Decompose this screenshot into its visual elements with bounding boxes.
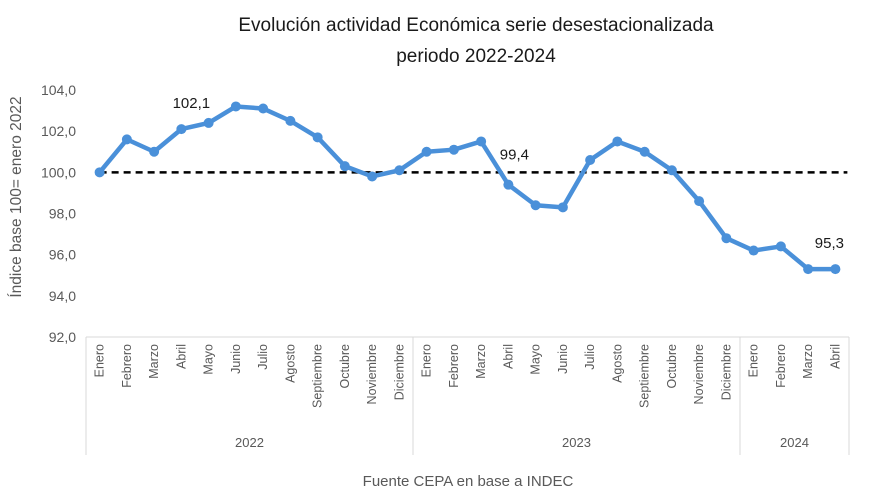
x-tick-label: Marzo	[474, 344, 488, 379]
x-tick-label: Junio	[556, 344, 570, 374]
series-line	[97, 104, 838, 272]
year-group-label: 2024	[780, 435, 809, 450]
x-tick-label: Febrero	[447, 344, 461, 388]
x-tick-label: Noviembre	[365, 344, 379, 404]
y-tick-label: 98,0	[49, 206, 76, 222]
data-point	[258, 103, 269, 114]
data-point	[830, 264, 841, 275]
data-point	[476, 136, 487, 147]
data-point	[530, 200, 541, 211]
x-tick-label: Mayo	[529, 344, 543, 375]
data-point	[775, 241, 786, 252]
x-tick-label: Febrero	[120, 344, 134, 388]
data-point	[585, 154, 596, 165]
x-axis-frame	[85, 336, 850, 455]
x-tick-label: Abril	[828, 344, 842, 369]
x-tick-label: Febrero	[774, 344, 788, 388]
data-point	[230, 101, 241, 112]
data-point	[803, 264, 814, 275]
data-point	[748, 245, 759, 256]
chart-subtitle: periodo 2022-2024	[396, 46, 556, 67]
x-tick-label: Marzo	[147, 344, 161, 379]
x-tick-label: Diciembre	[392, 344, 406, 400]
x-axis-year-groups: 2022 2023 2024	[235, 435, 809, 450]
data-label: 95,3	[815, 235, 844, 252]
series-group	[94, 101, 841, 275]
data-point	[612, 136, 623, 147]
x-tick-label: Agosto	[610, 344, 624, 383]
data-point	[421, 146, 432, 157]
x-tick-label: Abril	[501, 344, 515, 369]
data-point	[503, 179, 514, 190]
x-tick-label: Octubre	[665, 344, 679, 389]
data-point	[312, 132, 323, 143]
y-axis-ticks: 92,0 94,0 96,0 98,0 100,0 102,0 104,0	[41, 82, 76, 345]
data-point	[448, 144, 459, 155]
x-tick-label: Mayo	[202, 344, 216, 375]
data-point	[285, 115, 296, 126]
x-tick-label: Septiembre	[311, 344, 325, 408]
data-labels: 102,1 99,4 95,3	[173, 95, 844, 252]
x-tick-label: Julio	[256, 344, 270, 370]
x-tick-label: Enero	[420, 344, 434, 377]
x-tick-label: Diciembre	[719, 344, 733, 400]
data-point	[639, 146, 650, 157]
y-tick-label: 102,0	[41, 123, 76, 139]
x-tick-label: Marzo	[801, 344, 815, 379]
x-tick-label: Noviembre	[692, 344, 706, 404]
data-point	[121, 134, 132, 145]
x-tick-label: Enero	[747, 344, 761, 377]
data-point	[721, 233, 732, 244]
year-group-label: 2023	[562, 435, 591, 450]
data-point	[176, 124, 187, 135]
data-point	[94, 167, 105, 178]
data-point	[694, 196, 705, 207]
data-label: 102,1	[173, 95, 211, 112]
x-tick-label: Junio	[229, 344, 243, 374]
x-tick-label: Abril	[174, 344, 188, 369]
x-tick-label: Octubre	[338, 344, 352, 389]
data-point	[367, 171, 378, 182]
chart-title: Evolución actividad Económica serie dese…	[238, 15, 714, 36]
data-label: 99,4	[500, 147, 529, 164]
x-tick-label: Agosto	[283, 344, 297, 383]
x-tick-label: Septiembre	[638, 344, 652, 408]
y-tick-label: 92,0	[49, 329, 76, 345]
y-tick-label: 94,0	[49, 288, 76, 304]
y-tick-label: 96,0	[49, 247, 76, 263]
y-axis-label: Índice base 100= enero 2022	[8, 96, 25, 297]
x-axis-ticks: Enero Febrero Marzo Abril Mayo Junio Julio Agos…	[93, 344, 843, 408]
x-tick-label: Julio	[583, 344, 597, 370]
x-tick-label: Enero	[93, 344, 107, 377]
data-point	[339, 161, 350, 172]
data-point	[203, 117, 214, 128]
y-tick-label: 104,0	[41, 82, 76, 98]
data-point	[149, 146, 160, 157]
data-point	[557, 202, 568, 213]
source-note: Fuente CEPA en base a INDEC	[363, 473, 574, 490]
y-tick-label: 100,0	[41, 164, 76, 180]
data-point	[666, 165, 677, 176]
data-point	[394, 165, 405, 176]
year-group-label: 2022	[235, 435, 264, 450]
